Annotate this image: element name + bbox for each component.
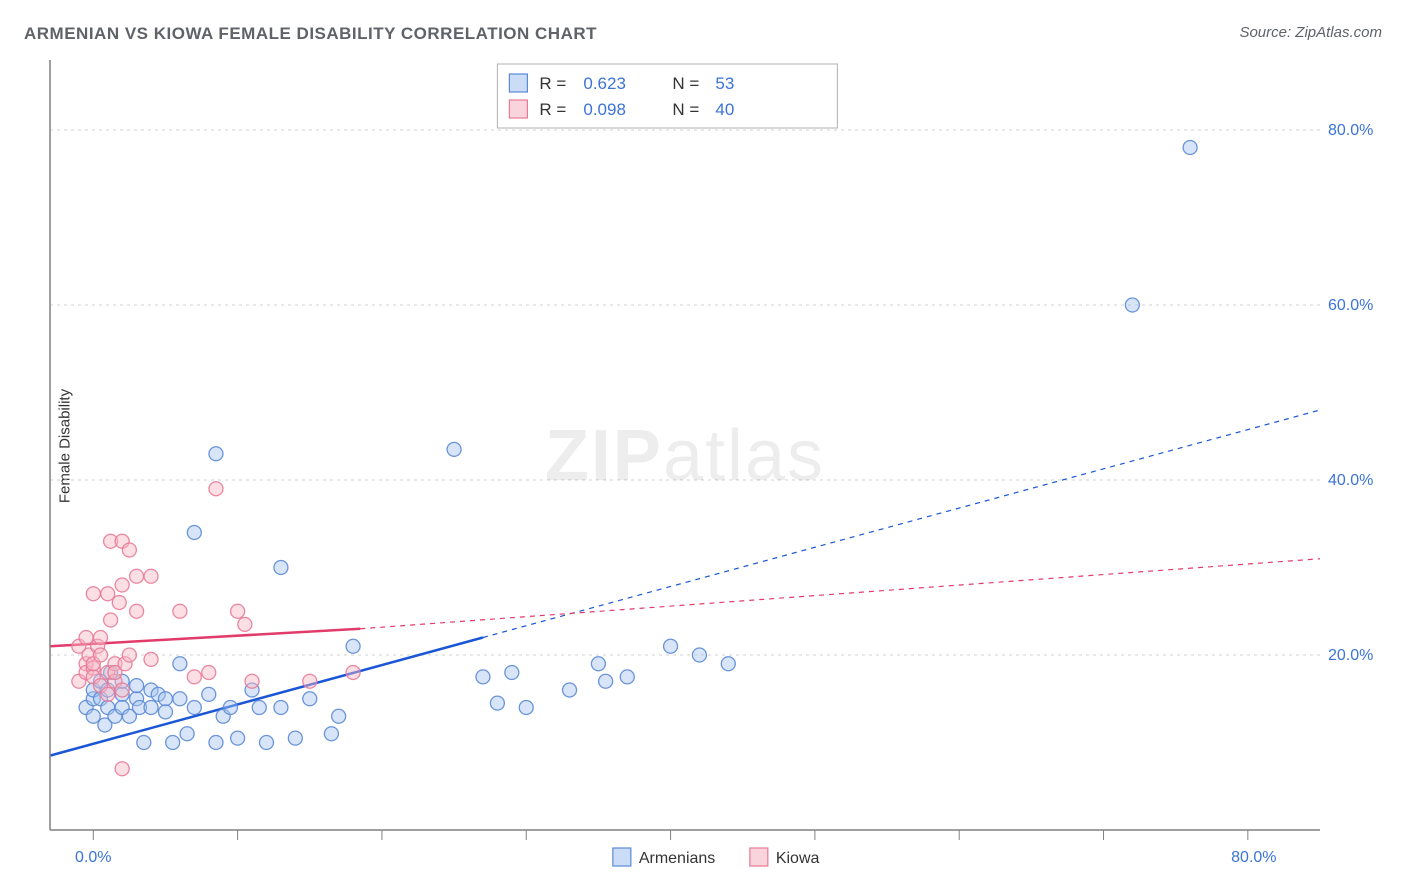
legend-r-label: R = bbox=[539, 100, 566, 119]
data-point-armenians bbox=[187, 701, 201, 715]
data-point-kiowa bbox=[231, 604, 245, 618]
chart-container: ARMENIAN VS KIOWA FEMALE DISABILITY CORR… bbox=[0, 0, 1406, 892]
y-tick-label: 80.0% bbox=[1328, 122, 1373, 139]
chart-title: ARMENIAN VS KIOWA FEMALE DISABILITY CORR… bbox=[24, 24, 597, 44]
data-point-kiowa bbox=[238, 617, 252, 631]
data-point-armenians bbox=[303, 692, 317, 706]
data-point-armenians bbox=[721, 657, 735, 671]
data-point-armenians bbox=[187, 526, 201, 540]
data-point-kiowa bbox=[94, 648, 108, 662]
data-point-kiowa bbox=[112, 596, 126, 610]
data-point-armenians bbox=[202, 687, 216, 701]
legend-n-value: 53 bbox=[715, 74, 734, 93]
legend-n-label: N = bbox=[672, 74, 699, 93]
data-point-armenians bbox=[519, 701, 533, 715]
data-point-kiowa bbox=[187, 670, 201, 684]
bottom-swatch-kiowa bbox=[750, 848, 768, 866]
y-tick-label: 60.0% bbox=[1328, 297, 1373, 314]
data-point-armenians bbox=[1183, 141, 1197, 155]
data-point-armenians bbox=[166, 736, 180, 750]
data-point-armenians bbox=[223, 701, 237, 715]
data-point-kiowa bbox=[130, 604, 144, 618]
data-point-armenians bbox=[664, 639, 678, 653]
data-point-kiowa bbox=[86, 587, 100, 601]
data-point-armenians bbox=[591, 657, 605, 671]
data-point-armenians bbox=[259, 736, 273, 750]
data-point-armenians bbox=[209, 736, 223, 750]
data-point-armenians bbox=[86, 709, 100, 723]
x-max-label: 80.0% bbox=[1231, 849, 1276, 866]
data-point-kiowa bbox=[144, 569, 158, 583]
data-point-kiowa bbox=[202, 666, 216, 680]
legend-swatch-kiowa bbox=[509, 100, 527, 118]
data-point-armenians bbox=[180, 727, 194, 741]
data-point-armenians bbox=[158, 692, 172, 706]
data-point-kiowa bbox=[122, 543, 136, 557]
y-tick-label: 20.0% bbox=[1328, 647, 1373, 664]
data-point-armenians bbox=[274, 701, 288, 715]
data-point-armenians bbox=[563, 683, 577, 697]
data-point-armenians bbox=[324, 727, 338, 741]
data-point-kiowa bbox=[122, 648, 136, 662]
data-point-kiowa bbox=[130, 569, 144, 583]
data-point-armenians bbox=[274, 561, 288, 575]
data-point-armenians bbox=[209, 447, 223, 461]
data-point-armenians bbox=[173, 692, 187, 706]
data-point-kiowa bbox=[303, 674, 317, 688]
data-point-kiowa bbox=[79, 631, 93, 645]
legend-n-value: 40 bbox=[715, 100, 734, 119]
data-point-kiowa bbox=[245, 674, 259, 688]
scatter-chart: ZIPatlas20.0%40.0%60.0%80.0%0.0%80.0%R =… bbox=[50, 60, 1340, 830]
data-point-armenians bbox=[490, 696, 504, 710]
legend-n-label: N = bbox=[672, 100, 699, 119]
data-point-armenians bbox=[346, 639, 360, 653]
data-point-armenians bbox=[692, 648, 706, 662]
bottom-swatch-armenians bbox=[613, 848, 631, 866]
legend-r-value: 0.623 bbox=[583, 74, 626, 93]
data-point-kiowa bbox=[104, 613, 118, 627]
data-point-armenians bbox=[332, 709, 346, 723]
data-point-kiowa bbox=[94, 631, 108, 645]
x-min-label: 0.0% bbox=[75, 849, 111, 866]
data-point-kiowa bbox=[115, 578, 129, 592]
data-point-armenians bbox=[144, 701, 158, 715]
data-point-armenians bbox=[130, 679, 144, 693]
bottom-legend-label: Armenians bbox=[639, 850, 715, 867]
data-point-kiowa bbox=[173, 604, 187, 618]
data-point-kiowa bbox=[346, 666, 360, 680]
trend-extrapolation-kiowa bbox=[360, 559, 1320, 629]
data-point-kiowa bbox=[115, 683, 129, 697]
data-point-armenians bbox=[252, 701, 266, 715]
data-point-armenians bbox=[599, 674, 613, 688]
data-point-armenians bbox=[231, 731, 245, 745]
bottom-legend-label: Kiowa bbox=[776, 850, 820, 867]
data-point-armenians bbox=[137, 736, 151, 750]
data-point-armenians bbox=[620, 670, 634, 684]
data-point-kiowa bbox=[144, 652, 158, 666]
legend-r-label: R = bbox=[539, 74, 566, 93]
legend-swatch-armenians bbox=[509, 74, 527, 92]
source-credit: Source: ZipAtlas.com bbox=[1239, 24, 1382, 41]
data-point-armenians bbox=[173, 657, 187, 671]
data-point-kiowa bbox=[115, 762, 129, 776]
legend-r-value: 0.098 bbox=[583, 100, 626, 119]
data-point-kiowa bbox=[101, 587, 115, 601]
data-point-armenians bbox=[288, 731, 302, 745]
data-point-kiowa bbox=[101, 687, 115, 701]
y-tick-label: 40.0% bbox=[1328, 472, 1373, 489]
data-point-kiowa bbox=[209, 482, 223, 496]
data-point-armenians bbox=[158, 705, 172, 719]
data-point-armenians bbox=[476, 670, 490, 684]
data-point-armenians bbox=[447, 442, 461, 456]
watermark: ZIPatlas bbox=[545, 416, 825, 496]
data-point-armenians bbox=[505, 666, 519, 680]
data-point-armenians bbox=[1125, 298, 1139, 312]
